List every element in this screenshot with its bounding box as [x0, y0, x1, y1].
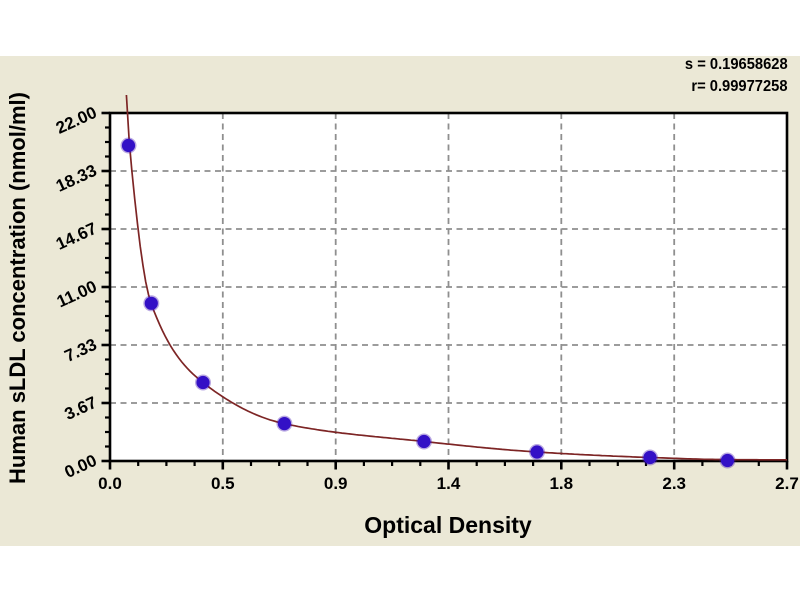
- svg-text:3.67: 3.67: [62, 393, 100, 424]
- svg-text:14.67: 14.67: [53, 219, 100, 254]
- svg-text:22.00: 22.00: [53, 103, 100, 138]
- svg-text:1.4: 1.4: [437, 474, 461, 493]
- svg-text:0.00: 0.00: [62, 451, 100, 482]
- svg-text:2.7: 2.7: [775, 474, 799, 493]
- svg-text:2.3: 2.3: [662, 474, 686, 493]
- svg-text:0.0: 0.0: [98, 474, 122, 493]
- svg-text:0.5: 0.5: [211, 474, 235, 493]
- svg-text:7.33: 7.33: [62, 335, 100, 366]
- svg-text:0.9: 0.9: [324, 474, 348, 493]
- svg-text:18.33: 18.33: [53, 161, 100, 196]
- svg-text:11.00: 11.00: [54, 277, 100, 312]
- svg-text:1.8: 1.8: [549, 474, 573, 493]
